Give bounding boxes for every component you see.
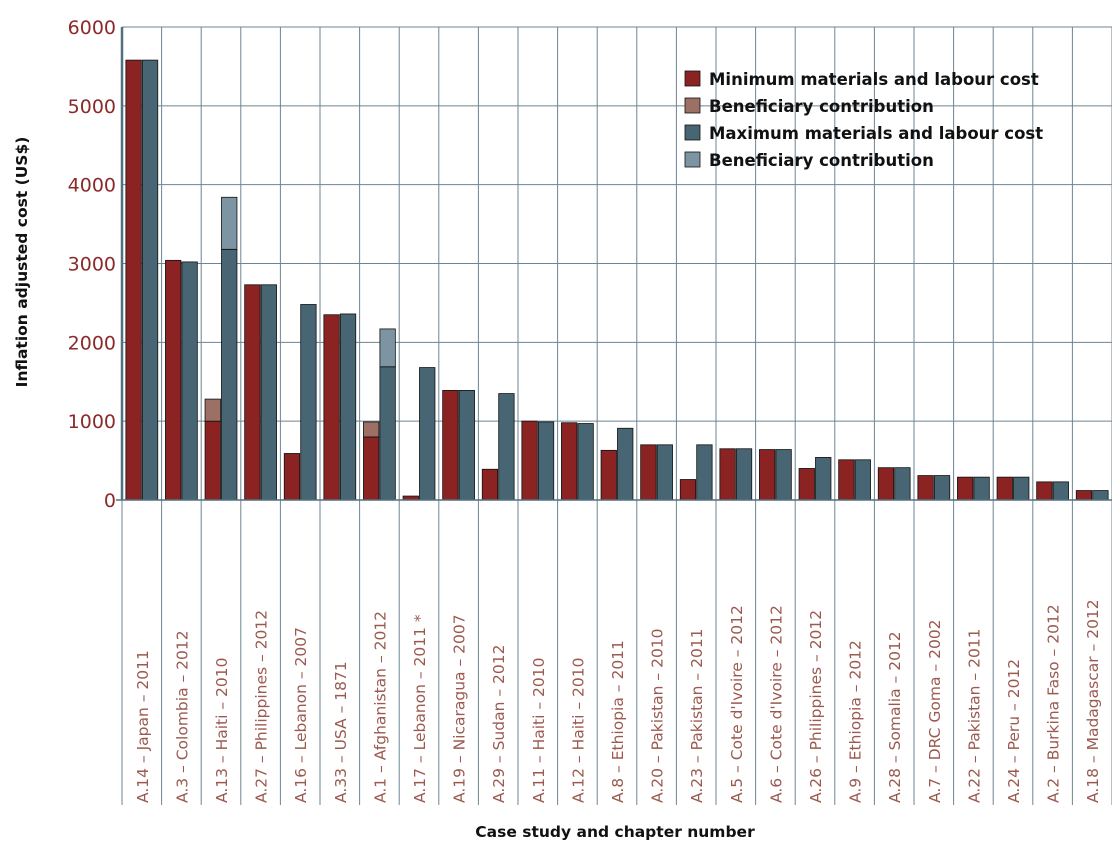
bar-max — [1053, 482, 1068, 500]
bar-max — [182, 262, 197, 500]
legend-label: Beneficiary contribution — [709, 151, 934, 170]
x-tick-label: A.27 – Philippines – 2012 — [253, 610, 271, 803]
x-tick-label: A.26 – Philippines – 2012 — [807, 610, 825, 803]
y-tick-label: 5000 — [68, 96, 116, 118]
bar-max — [657, 445, 672, 500]
bar-max — [261, 285, 276, 500]
x-tick-label: A.9 – Ethiopia – 2012 — [847, 640, 865, 803]
bar-min — [680, 480, 695, 500]
legend-label: Maximum materials and labour cost — [709, 124, 1043, 143]
x-tick-label: A.28 – Somalia – 2012 — [886, 631, 904, 803]
y-tick-label: 3000 — [68, 254, 116, 276]
x-tick-label: A.22 – Pakistan – 2011 — [965, 628, 983, 803]
bar-min — [878, 468, 893, 500]
bar-min — [799, 468, 814, 500]
legend-swatch — [685, 125, 700, 140]
x-tick-label: A.13 – Haiti – 2010 — [213, 658, 231, 803]
bar-max — [459, 390, 474, 500]
x-tick-label: A.17 – Lebanon – 2011 * — [411, 614, 429, 803]
bar-min-contribution — [205, 399, 220, 421]
y-axis-ticks: 0 1000 2000 3000 4000 5000 6000 — [68, 17, 116, 512]
legend-label: Beneficiary contribution — [709, 97, 934, 116]
bar-min — [205, 421, 220, 500]
bar-max-contribution — [222, 197, 237, 249]
legend-swatch — [685, 71, 700, 86]
bar-min — [1076, 491, 1091, 500]
y-axis-title: Inflation adjusted cost (US$) — [13, 137, 31, 388]
bar-max — [301, 304, 316, 500]
bar-min — [165, 260, 180, 500]
legend-swatch — [685, 98, 700, 113]
bar-min — [245, 285, 260, 500]
legend: Minimum materials and labour cost Benefic… — [685, 70, 1043, 170]
y-tick-label: 4000 — [68, 175, 116, 197]
bar-min — [601, 450, 616, 500]
bar-max — [974, 477, 989, 500]
x-axis-title: Case study and chapter number — [475, 823, 755, 841]
x-tick-label: A.6 – Cote d'Ivoire – 2012 — [767, 605, 785, 803]
bar-max — [934, 476, 949, 500]
x-tick-label: A.18 – Madagascar – 2012 — [1084, 599, 1102, 803]
bar-max — [380, 367, 395, 500]
x-tick-label: A.20 – Pakistan – 2010 — [649, 628, 667, 803]
bar-max — [142, 60, 157, 500]
x-tick-label: A.11 – Haiti – 2010 — [530, 658, 548, 803]
x-tick-label: A.14 – Japan – 2011 — [134, 650, 152, 803]
bar-min — [759, 450, 774, 500]
legend-label: Minimum materials and labour cost — [709, 70, 1039, 89]
bar-min — [957, 477, 972, 500]
bar-min — [126, 60, 141, 500]
x-tick-label: A.1 – Afghanistan – 2012 — [371, 611, 389, 803]
legend-swatch — [685, 152, 700, 167]
x-tick-label: A.16 – Lebanon – 2007 — [292, 627, 310, 803]
bar-max-contribution — [380, 329, 395, 367]
bar-min — [443, 390, 458, 500]
x-tick-label: A.33 – USA – 1871 — [332, 661, 350, 803]
bar-max — [222, 249, 237, 500]
bar-max — [538, 422, 553, 500]
bar-max — [618, 428, 633, 500]
bar-min-contribution — [363, 422, 378, 437]
bar-min — [997, 477, 1012, 500]
x-tick-label: A.19 – Nicaragua – 2007 — [451, 614, 469, 803]
x-tick-label: A.24 – Peru – 2012 — [1005, 659, 1023, 803]
bar-max — [340, 314, 355, 500]
bar-min — [720, 449, 735, 500]
bar-min — [561, 423, 576, 500]
x-tick-label: A.29 – Sudan – 2012 — [490, 645, 508, 803]
bar-max — [816, 457, 831, 500]
y-tick-label: 0 — [104, 490, 116, 512]
bar-max — [1014, 477, 1029, 500]
bar-min — [482, 469, 497, 500]
x-tick-label: A.7 – DRC Goma – 2002 — [926, 619, 944, 803]
bar-min — [363, 437, 378, 500]
bar-min — [641, 445, 656, 500]
y-tick-label: 6000 — [68, 17, 116, 39]
bar-max — [855, 460, 870, 500]
bar-max — [499, 394, 514, 500]
x-tick-label: A.23 – Pakistan – 2011 — [688, 628, 706, 803]
bar-min — [284, 453, 299, 500]
bar-max — [736, 449, 751, 500]
x-tick-label: A.5 – Cote d'Ivoire – 2012 — [728, 605, 746, 803]
x-axis-ticks: A.14 – Japan – 2011 A.3 – Colombia – 2012… — [134, 599, 1102, 803]
y-tick-label: 1000 — [68, 411, 116, 433]
bar-max — [895, 468, 910, 500]
bar-min — [1037, 482, 1052, 500]
bar-min — [522, 421, 537, 500]
bar-min — [324, 315, 339, 500]
bar-max — [420, 368, 435, 500]
bar-max — [578, 424, 593, 500]
bar-max — [697, 445, 712, 500]
y-tick-label: 2000 — [68, 332, 116, 354]
bar-min — [839, 460, 854, 500]
bar-max — [1093, 491, 1108, 500]
x-tick-label: A.8 – Ethiopia – 2011 — [609, 640, 627, 803]
x-tick-label: A.3 – Colombia – 2012 — [173, 630, 191, 803]
bar-min — [918, 476, 933, 500]
bar-max — [776, 450, 791, 500]
x-tick-label: A.2 – Burkina Faso – 2012 — [1045, 604, 1063, 803]
x-tick-label: A.12 – Haiti – 2010 — [569, 658, 587, 803]
